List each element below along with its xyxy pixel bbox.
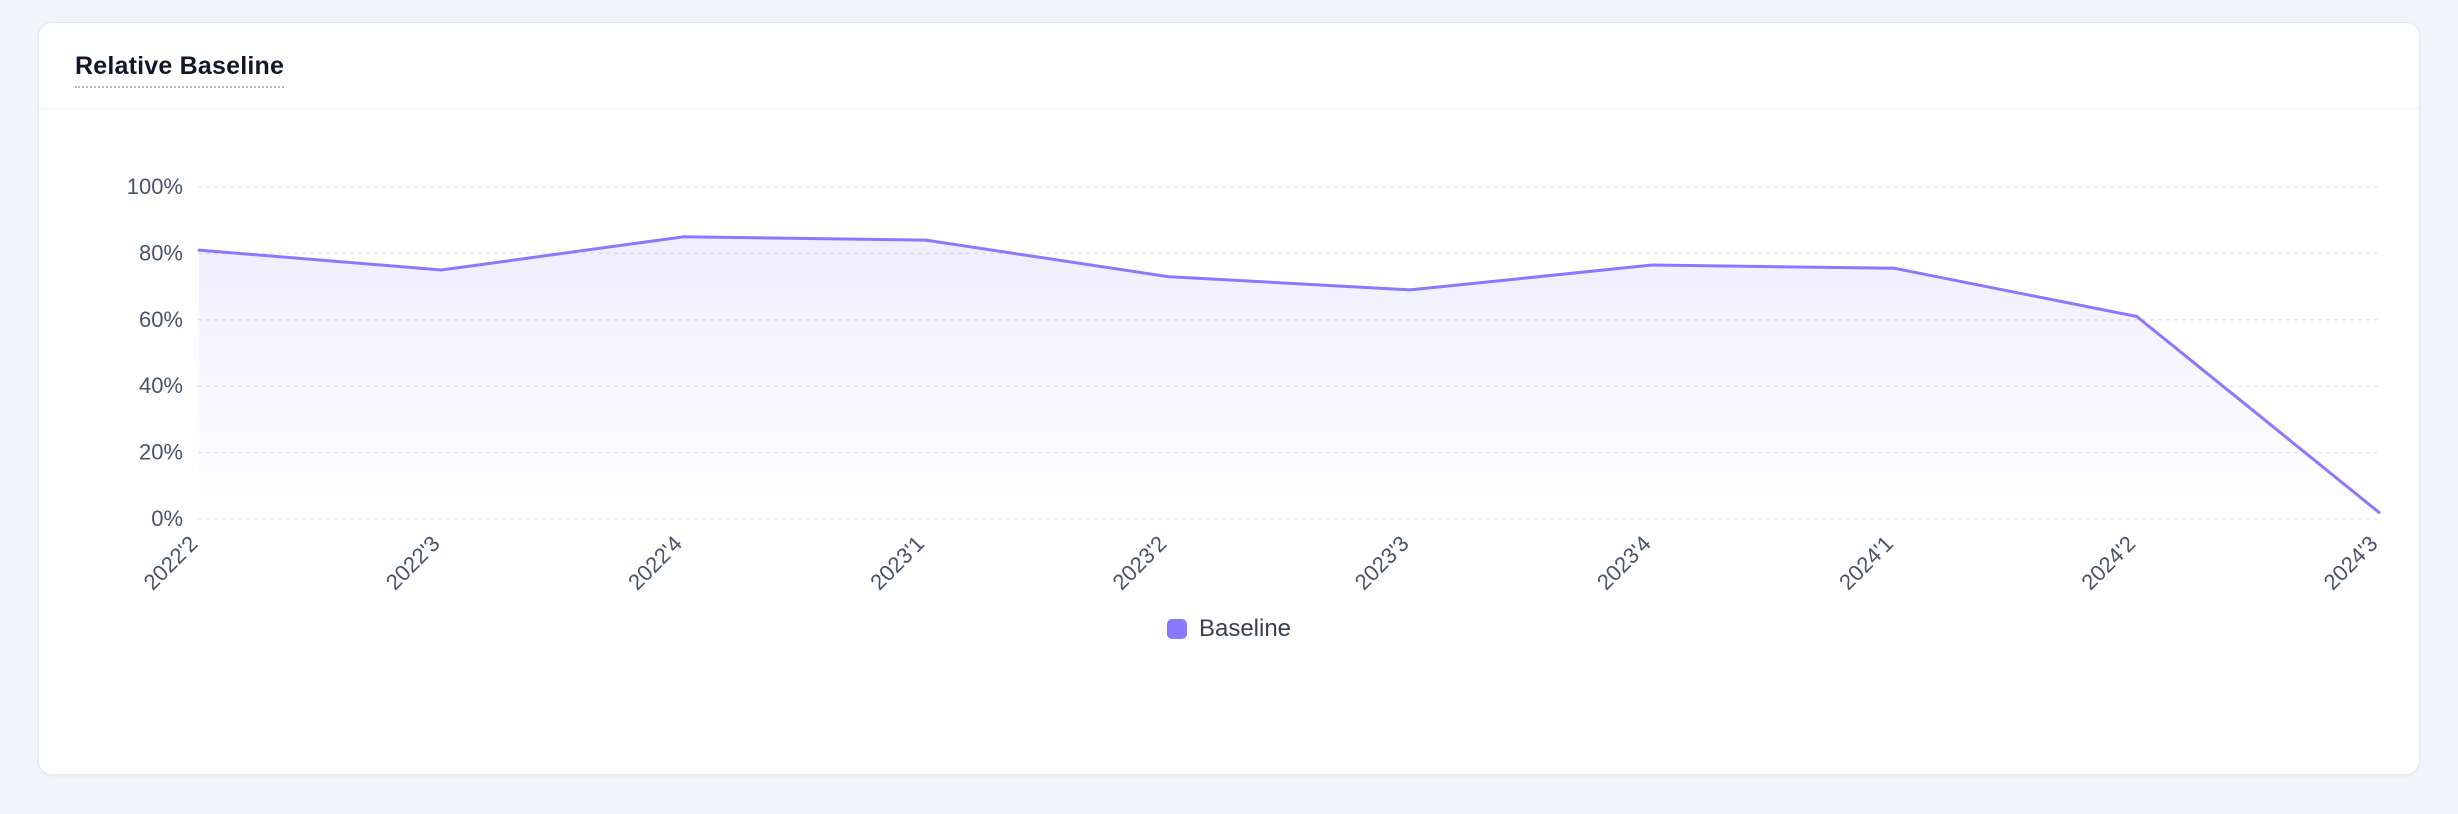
y-axis-tick-label: 40% — [139, 373, 183, 398]
card-header: Relative Baseline — [39, 23, 2419, 109]
y-axis-tick-label: 0% — [151, 506, 183, 531]
x-axis-tick-label: 2024'2 — [2076, 531, 2140, 595]
x-axis-tick-label: 2022'3 — [381, 531, 445, 595]
x-axis-tick-label: 2023'1 — [865, 531, 929, 595]
y-axis-tick-label: 60% — [139, 307, 183, 332]
baseline-line-chart: 0% 20% 40% 60% 80% 100% 2022'2 2022'3 2022'4 2023… — [127, 174, 2383, 595]
x-axis-tick-label: 2022'4 — [623, 531, 687, 595]
x-axis-tick-label: 2022'2 — [139, 531, 203, 595]
card-title: Relative Baseline — [75, 51, 2383, 88]
chart-area: 0% 20% 40% 60% 80% 100% 2022'2 2022'3 2022'4 2023… — [39, 109, 2419, 774]
x-axis-tick-label: 2024'1 — [1834, 531, 1898, 595]
x-axis-tick-label: 2023'3 — [1350, 531, 1414, 595]
x-axis-tick-label: 2023'2 — [1108, 531, 1172, 595]
legend-label-baseline: Baseline — [1198, 615, 1292, 642]
y-axis-tick-label: 80% — [139, 240, 183, 265]
x-axis-tick-label: 2023'4 — [1592, 531, 1656, 595]
card-title-text: Relative Baseline — [75, 52, 285, 88]
y-axis-tick-label: 20% — [139, 440, 183, 465]
chart-legend-item-baseline[interactable]: Baseline — [39, 615, 2419, 643]
series-line-baseline — [197, 235, 2381, 514]
relative-baseline-card: Relative Baseline 0% 20% 40% 60% 80% 100% 2022… — [38, 22, 2420, 775]
legend-swatch-baseline — [1166, 619, 1187, 639]
x-axis-tick-label: 2024'3 — [2319, 531, 2383, 595]
series-area-baseline — [199, 236, 2379, 520]
x-axis-labels: 2022'2 2022'3 2022'4 2023'1 2023'2 2023'3 2023… — [139, 531, 2383, 595]
y-axis-labels: 0% 20% 40% 60% 80% 100% — [127, 174, 183, 531]
y-axis-tick-label: 100% — [127, 174, 183, 199]
